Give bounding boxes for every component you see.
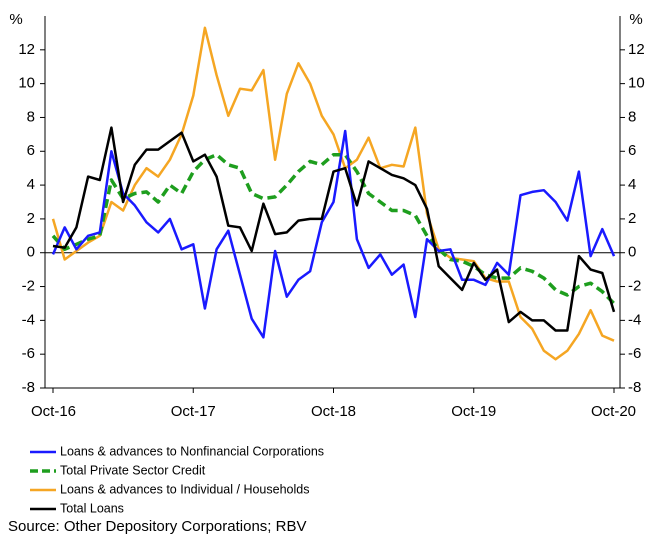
y2-tick-label: 4	[628, 176, 636, 193]
y-tick-label: 12	[18, 41, 35, 58]
y-tick-label: -8	[22, 379, 35, 396]
y-tick-label: -4	[22, 311, 35, 328]
series-line	[51, 26, 615, 361]
x-tick-label: Oct-16	[31, 403, 76, 420]
source-note: Source: Other Depository Corporations; R…	[8, 518, 306, 535]
legend-label: Loans & advances to Nonfinancial Corpora…	[60, 444, 324, 458]
y2-tick-label: 10	[628, 75, 645, 92]
y2-tick-label: -2	[628, 278, 641, 295]
x-tick-label: Oct-19	[451, 403, 496, 420]
y-tick-label: 2	[27, 210, 35, 227]
y2-tick-label: 12	[628, 41, 645, 58]
series-line	[51, 152, 616, 305]
x-tick-label: Oct-17	[171, 403, 216, 420]
series-line	[51, 129, 616, 339]
y-tick-label: 6	[27, 142, 35, 159]
legend-label: Total Private Sector Credit	[60, 463, 206, 477]
y2-axis-label: %	[629, 11, 642, 28]
y2-tick-label: 0	[628, 244, 636, 261]
y2-tick-label: 6	[628, 142, 636, 159]
y-axis-label: %	[9, 11, 22, 28]
y-tick-label: 10	[18, 75, 35, 92]
y-tick-label: 4	[27, 176, 35, 193]
y-tick-label: -2	[22, 278, 35, 295]
y2-tick-label: -6	[628, 345, 641, 362]
y-tick-label: -6	[22, 345, 35, 362]
series-line	[52, 126, 616, 332]
y2-tick-label: -4	[628, 311, 641, 328]
x-tick-label: Oct-20	[591, 403, 636, 420]
y2-tick-label: 8	[628, 108, 636, 125]
y2-tick-label: -8	[628, 379, 641, 396]
legend-label: Loans & advances to Individual / Househo…	[60, 482, 309, 496]
x-tick-label: Oct-18	[311, 403, 356, 420]
y-tick-label: 0	[27, 244, 35, 261]
y-tick-label: 8	[27, 108, 35, 125]
y2-tick-label: 2	[628, 210, 636, 227]
legend-label: Total Loans	[60, 501, 124, 515]
